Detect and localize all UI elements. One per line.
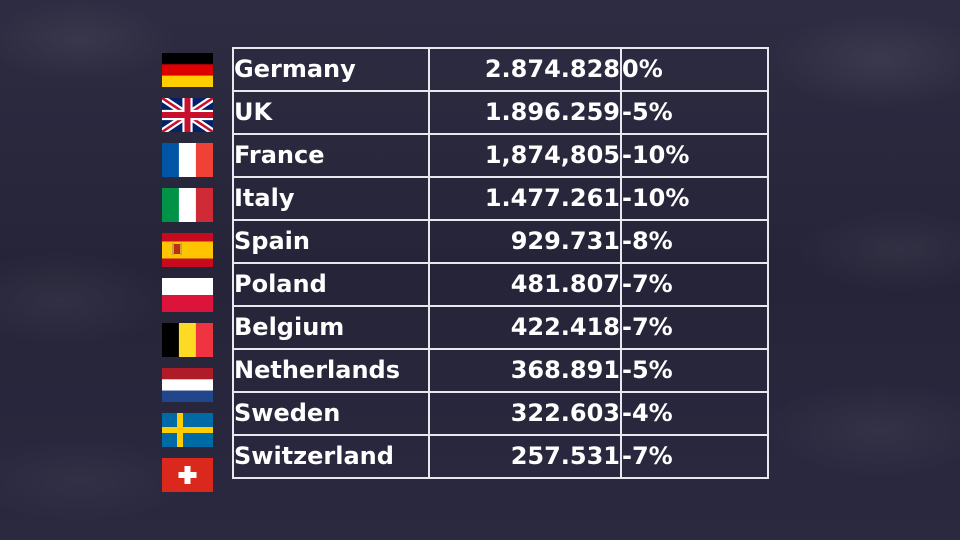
value-cell: 322.603	[428, 391, 622, 436]
value-cell: 422.418	[428, 305, 622, 350]
uk-flag-icon	[162, 98, 213, 132]
value-cell: 1.896.259	[428, 90, 622, 135]
germany-flag-icon	[162, 53, 213, 87]
belgium-flag-icon	[162, 323, 213, 357]
table-row: France 1,874,805 -10%	[232, 133, 769, 178]
value-cell: 1,874,805	[428, 133, 622, 178]
country-name: Switzerland	[232, 434, 430, 479]
country-name: Germany	[232, 47, 430, 92]
change-cell: -5%	[620, 90, 769, 135]
change-cell: -7%	[620, 305, 769, 350]
value-cell: 2.874.828	[428, 47, 622, 92]
poland-flag-icon	[162, 278, 213, 312]
value-cell: 368.891	[428, 348, 622, 393]
country-name: Netherlands	[232, 348, 430, 393]
table-row: Italy 1.477.261 -10%	[232, 176, 769, 221]
value-cell: 257.531	[428, 434, 622, 479]
table-row: Sweden 322.603 -4%	[232, 391, 769, 436]
value-cell: 481.807	[428, 262, 622, 307]
table-row: Switzerland 257.531 -7%	[232, 434, 769, 479]
country-name: Belgium	[232, 305, 430, 350]
country-name: Sweden	[232, 391, 430, 436]
sweden-flag-icon	[162, 413, 213, 447]
table-row: Spain 929.731 -8%	[232, 219, 769, 264]
country-name: Italy	[232, 176, 430, 221]
table-row: Netherlands 368.891 -5%	[232, 348, 769, 393]
france-flag-icon	[162, 143, 213, 177]
change-cell: -7%	[620, 262, 769, 307]
country-name: France	[232, 133, 430, 178]
country-table: Germany 2.874.828 0% UK 1.896.259 -5% Fr…	[232, 47, 769, 479]
country-name: Poland	[232, 262, 430, 307]
change-cell: -8%	[620, 219, 769, 264]
value-cell: 929.731	[428, 219, 622, 264]
spain-flag-icon	[162, 233, 213, 267]
change-cell: -5%	[620, 348, 769, 393]
netherlands-flag-icon	[162, 368, 213, 402]
change-cell: -10%	[620, 176, 769, 221]
change-cell: -10%	[620, 133, 769, 178]
switzerland-flag-icon	[162, 458, 213, 492]
table-row: Belgium 422.418 -7%	[232, 305, 769, 350]
change-cell: 0%	[620, 47, 769, 92]
change-cell: -7%	[620, 434, 769, 479]
change-cell: -4%	[620, 391, 769, 436]
table-row: UK 1.896.259 -5%	[232, 90, 769, 135]
table-row: Germany 2.874.828 0%	[232, 47, 769, 92]
table-row: Poland 481.807 -7%	[232, 262, 769, 307]
country-name: UK	[232, 90, 430, 135]
value-cell: 1.477.261	[428, 176, 622, 221]
italy-flag-icon	[162, 188, 213, 222]
country-name: Spain	[232, 219, 430, 264]
